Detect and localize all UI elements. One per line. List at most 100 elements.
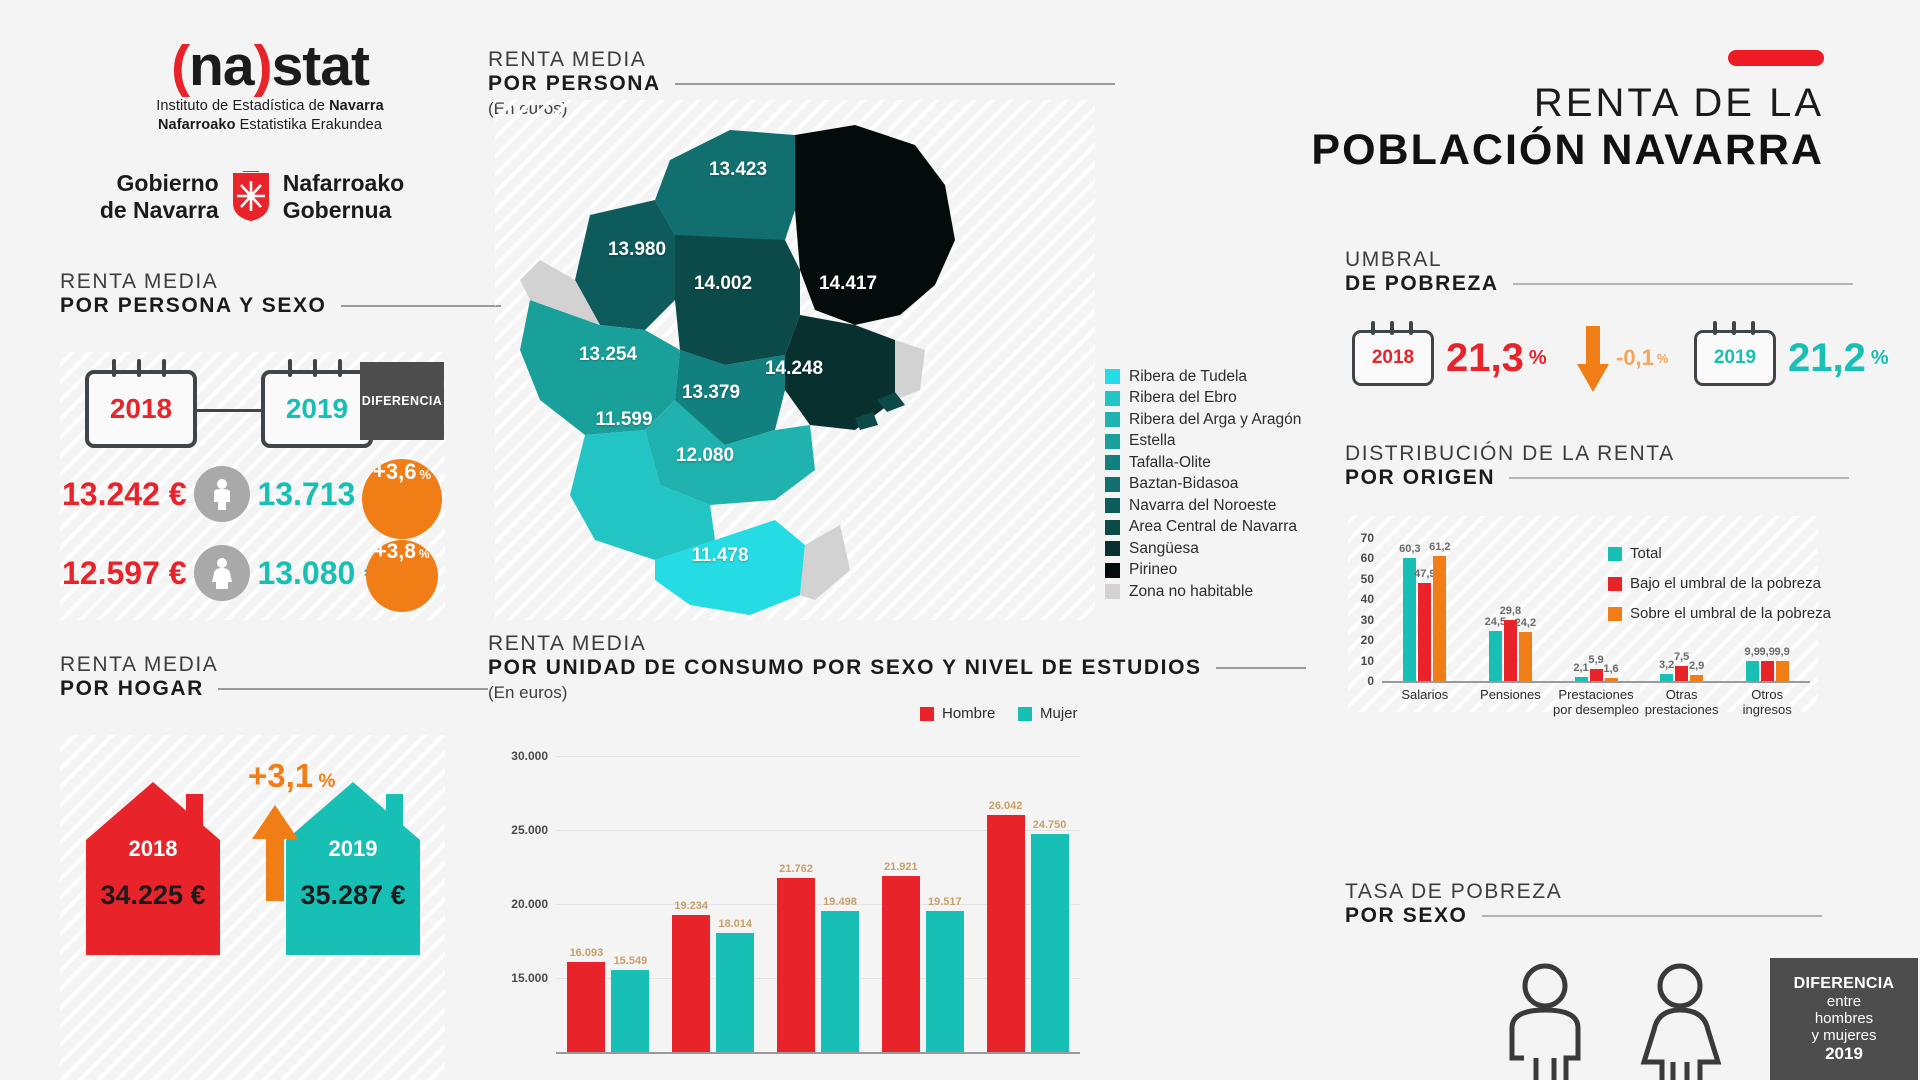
bar[interactable]: [925, 911, 964, 1052]
house-2018-year: 2018: [128, 836, 178, 861]
section-l2: POR SEXO: [1345, 904, 1468, 928]
legend-item[interactable]: Ribera del Ebro: [1105, 388, 1301, 410]
bar[interactable]: [821, 911, 859, 1052]
bar-value-label: 24.750: [1032, 818, 1067, 831]
bar-value-label: 9,9: [1774, 645, 1790, 658]
legend-item[interactable]: Ribera del Arga y Aragón: [1105, 409, 1301, 431]
legend-label-total: Total: [1630, 545, 1662, 562]
bar[interactable]: [1503, 620, 1517, 681]
bar-value-label: 60,3: [1399, 542, 1421, 555]
bar-value-label: 19.498: [823, 896, 857, 909]
bar[interactable]: [1403, 557, 1417, 681]
page-title: RENTA DE LA POBLACIÓN NAVARRA: [1311, 80, 1824, 175]
bar-value-label: 19.234: [674, 900, 709, 913]
bar[interactable]: [1589, 668, 1603, 681]
bar[interactable]: [1690, 675, 1704, 681]
bar[interactable]: [611, 969, 650, 1052]
legend-item[interactable]: Baztan-Bidasoa: [1105, 474, 1301, 496]
legend-item[interactable]: Sangüesa: [1105, 538, 1301, 560]
bar[interactable]: [1418, 583, 1432, 681]
section-l2: POR HOGAR: [60, 677, 204, 701]
house-2018-icon: [86, 782, 220, 955]
legend-item[interactable]: Estella: [1105, 431, 1301, 453]
x-axis-category-label: Otros ingresos: [1742, 687, 1792, 717]
section-sub: (En euros): [488, 683, 568, 703]
legend-item[interactable]: Tafalla-Olite: [1105, 452, 1301, 474]
bar-value-label: 1,6: [1603, 662, 1619, 675]
calendar-2019-year: 2019: [285, 393, 349, 424]
bar[interactable]: [1433, 555, 1447, 681]
bar[interactable]: [1574, 676, 1588, 681]
legend-label: Navarra del Noroeste: [1129, 496, 1277, 514]
map-label: 13.379: [681, 382, 741, 403]
legend-swatch: [1105, 498, 1120, 514]
legend-swatch-bajo: [1608, 576, 1622, 591]
legend-label: Ribera del Arga y Aragón: [1129, 410, 1302, 428]
y-axis-tick-label: 20: [1360, 633, 1374, 648]
bar[interactable]: [1030, 833, 1069, 1052]
section-header-hogar: RENTA MEDIA POR HOGAR: [60, 653, 488, 701]
chart-distribucion-origen[interactable]: 0 10 20 30 40 50 60 70 60,3 47,9 61,2 Salarios 24,5 2…: [1348, 520, 1818, 717]
bar[interactable]: [567, 961, 606, 1052]
logo-paren-close: ): [253, 34, 273, 98]
logo-paren-open: (: [171, 34, 190, 98]
bar[interactable]: [1760, 660, 1774, 681]
legend-item[interactable]: Zona no habitable: [1105, 581, 1301, 603]
female-icon: [194, 545, 250, 601]
bar[interactable]: [1775, 660, 1789, 681]
legend-label: Estella: [1129, 432, 1176, 450]
section-header-tasa-sexo: TASA DE POBREZA POR SEXO: [1345, 880, 1822, 928]
bar[interactable]: [1660, 674, 1674, 681]
bar-value-label: 24,5: [1484, 615, 1507, 628]
bar[interactable]: [716, 933, 755, 1052]
bar[interactable]: [1518, 631, 1532, 681]
bar[interactable]: [1675, 665, 1689, 681]
legend-label: Sangüesa: [1129, 539, 1199, 557]
bar[interactable]: [1488, 630, 1502, 681]
y-axis-tick-label: 15.000: [511, 971, 548, 985]
bar[interactable]: [672, 915, 711, 1052]
bar-value-label: 47,9: [1414, 568, 1436, 581]
legend-swatch: [1105, 412, 1120, 428]
map-label: 11.478: [691, 545, 749, 566]
x-axis-category-label: Pensiones: [1480, 687, 1541, 702]
y-axis-tick-label: 70: [1360, 531, 1374, 545]
government-logo: Gobierno de Navarra Nafarroako Gobernua: [62, 170, 442, 224]
section-rule: [217, 688, 488, 691]
diferencia-box-persona: DIFERENCIA: [360, 362, 444, 440]
bar[interactable]: [1745, 660, 1759, 681]
section-header-origen: DISTRIBUCIÓN DE LA RENTA POR ORIGEN: [1345, 442, 1850, 490]
bar[interactable]: [986, 814, 1025, 1052]
section-header-unidad-consumo: RENTA MEDIA POR UNIDAD DE CONSUMO POR SE…: [488, 632, 1306, 703]
bar[interactable]: [777, 877, 815, 1052]
bar[interactable]: [1604, 677, 1618, 681]
legend-swatch-hombre: [920, 706, 934, 721]
y-axis-tick-label: 60: [1360, 551, 1374, 566]
bar-value-label: 5,9: [1588, 653, 1604, 666]
male-outline-icon: [1509, 963, 1581, 1080]
legend-item[interactable]: Ribera de Tudela: [1105, 366, 1301, 388]
bar-value-label: 2,9: [1688, 660, 1705, 673]
chart-unidad-consumo[interactable]: 15.000 20.000 25.000 30.000 16.093 15.549 19.2…: [490, 730, 1090, 1080]
section-l1: DISTRIBUCIÓN DE LA RENTA: [1345, 442, 1675, 465]
map-label: 14.002: [693, 273, 753, 294]
legend-item[interactable]: Pirineo: [1105, 560, 1301, 582]
legend-swatch-mujer: [1018, 706, 1032, 721]
calendar-2018-year: 2018: [109, 393, 173, 424]
section-l1: RENTA MEDIA: [488, 48, 647, 71]
female-outline-icon: [1640, 963, 1722, 1080]
institute-name-eu: Nafarroako Estatistika Erakundea: [157, 117, 383, 133]
navarra-choropleth-map[interactable]: 13.423 13.980 14.002 14.417 13.254 14.24…: [495, 100, 1075, 620]
map-label: 14.248: [764, 358, 824, 379]
bar-value-label: 61,2: [1429, 540, 1451, 553]
y-axis-tick-label: 50: [1360, 571, 1374, 586]
bar[interactable]: [881, 875, 920, 1052]
calendar-2018-umbral: 2018: [1352, 321, 1434, 386]
legend-swatch: [1105, 519, 1120, 535]
male-2018-value: 13.242 €: [62, 475, 187, 512]
female-2018-value: 12.597 €: [62, 554, 187, 591]
legend-item[interactable]: Area Central de Navarra: [1105, 517, 1301, 539]
bar-value-label: 9,9: [1744, 645, 1760, 658]
legend-item[interactable]: Navarra del Noroeste: [1105, 495, 1301, 517]
